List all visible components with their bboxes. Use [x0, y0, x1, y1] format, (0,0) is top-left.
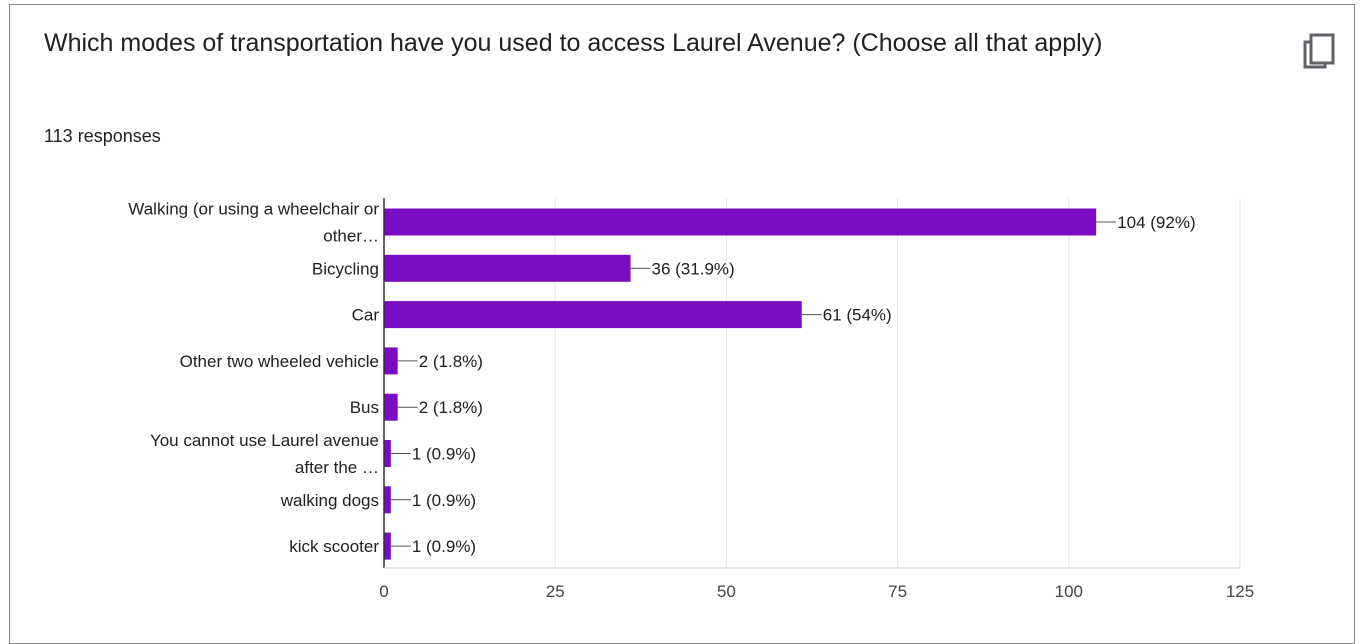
- bar: [384, 208, 1097, 236]
- data-label: 1 (0.9%): [412, 491, 476, 510]
- category-label: other…: [323, 227, 379, 246]
- bar: [384, 393, 398, 421]
- x-tick-label: 0: [379, 582, 388, 601]
- bar: [384, 440, 391, 467]
- category-label: after the …: [295, 458, 379, 477]
- data-label: 104 (92%): [1117, 213, 1195, 232]
- category-label: Other two wheeled vehicle: [180, 352, 379, 371]
- bar-chart: 104 (92%) Walking (or using a wheelchair …: [128, 198, 1254, 601]
- copy-chart-button[interactable]: [1300, 30, 1340, 74]
- question-title: Which modes of transportation have you u…: [44, 29, 1103, 57]
- data-label: 36 (31.9%): [652, 259, 735, 278]
- bar: [384, 532, 391, 560]
- category-label: Bicycling: [312, 259, 379, 278]
- bar: [384, 486, 391, 514]
- data-label: 61 (54%): [823, 306, 892, 325]
- category-label: Walking (or using a wheelchair or: [128, 200, 379, 219]
- data-label: 1 (0.9%): [412, 445, 476, 464]
- data-label: 1 (0.9%): [412, 537, 476, 556]
- category-label: Bus: [350, 398, 379, 417]
- x-tick-label: 100: [1055, 582, 1083, 601]
- x-tick-label: 25: [546, 582, 565, 601]
- bar: [384, 254, 631, 282]
- x-tick-label: 75: [888, 582, 907, 601]
- category-label: Car: [352, 306, 380, 325]
- category-label: You cannot use Laurel avenue: [150, 431, 379, 450]
- category-label: kick scooter: [289, 537, 379, 556]
- x-tick-label: 125: [1226, 582, 1254, 601]
- response-count: 113 responses: [44, 126, 161, 146]
- bar: [384, 301, 802, 329]
- copy-icon: [1303, 33, 1335, 69]
- data-label: 2 (1.8%): [419, 398, 483, 417]
- category-label: walking dogs: [280, 491, 379, 510]
- data-label: 2 (1.8%): [419, 352, 483, 371]
- x-tick-label: 50: [717, 582, 736, 601]
- bar: [384, 347, 398, 375]
